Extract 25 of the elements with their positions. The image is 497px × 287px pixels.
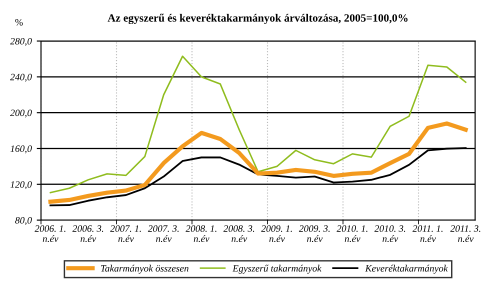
y-axis-title: %	[15, 19, 23, 26]
y-tick-label: 160,0	[10, 145, 32, 154]
x-tick-label: 2009. 3. n.év	[298, 225, 330, 242]
x-tick-label: 2011. 1. n.év	[412, 225, 443, 242]
x-tick-label: 2006. 3. n.év	[72, 225, 104, 242]
x-tick-label: 2008. 1. n.év	[186, 225, 216, 242]
y-tick-label: 200,0	[10, 110, 32, 118]
y-tick-label: 280,0	[10, 38, 32, 46]
line-series	[50, 56, 466, 194]
y-tick-label: 120,0	[10, 181, 32, 190]
y-tick-label: 240,0	[10, 74, 32, 82]
legend-label: Egyszerű takarmányok	[232, 264, 322, 274]
y-tick-label: 80,0	[15, 217, 32, 225]
legend-label: Takarmányok összesen	[101, 264, 188, 274]
x-tick-label: 2011. 3. n.év	[450, 225, 480, 242]
chart-title: Az egyszerű és keveréktakarmányok árváltozása, 2005=100,0%	[108, 14, 408, 24]
x-tick-label: 2006. 1. n.év	[34, 225, 66, 242]
x-tick-label: 2009. 1. n.év	[261, 225, 292, 242]
x-tick-label: 2010. 1. n.év	[336, 225, 368, 242]
x-tick-label: 2007. 1. n.év	[110, 225, 141, 242]
legend-label: Keveréktakarmányok	[365, 264, 448, 274]
x-tick-label: 2010. 3. n.év	[374, 225, 406, 242]
line-series	[48, 121, 468, 204]
x-tick-label: 2008. 3. n.év	[223, 225, 254, 242]
x-tick-label: 2007. 3. n.év	[148, 225, 179, 242]
